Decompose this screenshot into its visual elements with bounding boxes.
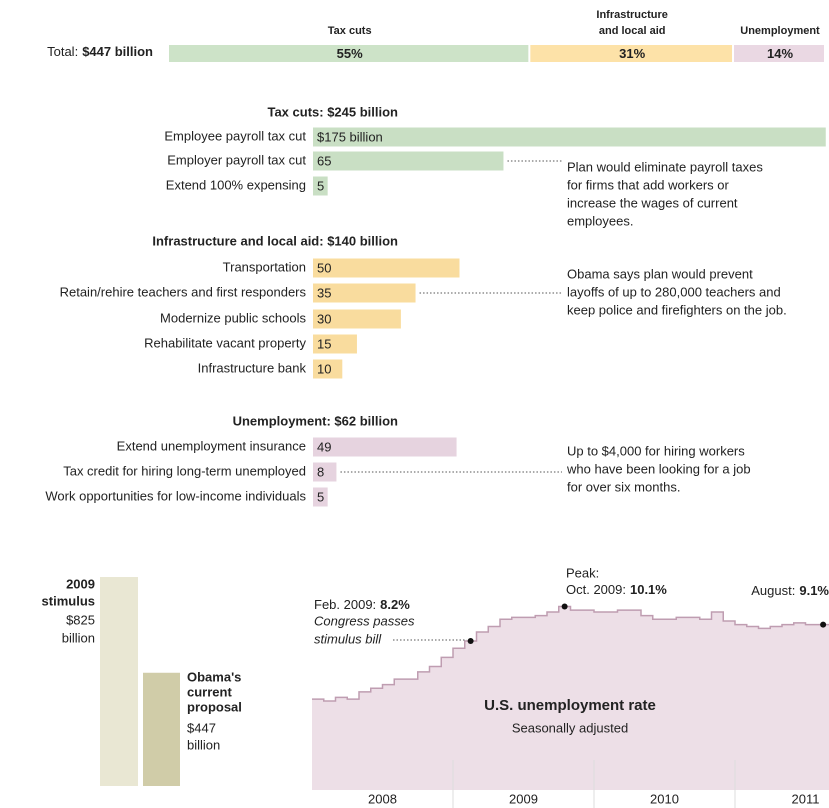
group-title: Infrastructure and local aid: $140 billi… (152, 233, 398, 248)
note: for firms that add workers or (567, 177, 729, 192)
bar-category: Extend unemployment insurance (117, 438, 306, 453)
column-value: billion (187, 737, 220, 752)
annotation-value: 8.2% (380, 597, 410, 612)
marker (561, 603, 568, 610)
segment-category: Tax cuts (328, 25, 372, 37)
line (312, 605, 829, 702)
chart-title: U.S. unemployment rate (484, 697, 656, 714)
note: employees. (567, 213, 633, 228)
note: Up to $4,000 for hiring workers (567, 443, 745, 458)
column-value: billion (62, 630, 95, 645)
bar-value: 50 (317, 260, 331, 275)
chart-subtitle: Seasonally adjusted (512, 720, 628, 735)
annotation: August: 9.1% (751, 583, 829, 598)
annotation-value: 9.1% (799, 583, 829, 598)
bar-value: 30 (317, 311, 331, 326)
bar-value: $175 billion (317, 129, 383, 144)
annotation-label: Oct. 2009: (566, 582, 626, 597)
column-label: Obama's (187, 669, 241, 684)
annotation-note: Congress passes (314, 613, 415, 628)
bar (313, 359, 343, 379)
bar (313, 462, 337, 482)
note: who have been looking for a job (566, 461, 751, 476)
bar (313, 437, 457, 457)
marker (820, 621, 827, 628)
annotation-note: stimulus bill (314, 631, 382, 646)
segment-label: 55% (337, 46, 363, 61)
group-title: Tax cuts: $245 billion (267, 104, 398, 119)
x-tick-label: 2008 (368, 791, 397, 806)
total-label: Total: $447 billion (47, 44, 153, 59)
segment (169, 45, 529, 62)
segment-label: 14% (767, 46, 793, 61)
bar-value: 5 (317, 489, 324, 504)
column-label: 2009 (66, 576, 95, 591)
segment-category: Unemployment (740, 25, 820, 37)
note: keep police and firefighters on the job. (567, 302, 787, 317)
bar-value: 8 (317, 464, 324, 479)
bar-value: 15 (317, 336, 331, 351)
bar-value: 65 (317, 153, 331, 168)
note: Plan would eliminate payroll taxes (567, 159, 763, 174)
segment-category: Infrastructure (596, 9, 668, 21)
annotation: Oct. 2009: 10.1% (566, 582, 667, 597)
column-label: stimulus (42, 593, 95, 608)
bar-category: Employer payroll tax cut (167, 152, 306, 167)
group-title: Unemployment: $62 billion (233, 413, 398, 428)
segment-label: 31% (619, 46, 645, 61)
annotation-label: August: (751, 583, 795, 598)
bar (313, 283, 416, 303)
bar-value: 49 (317, 439, 331, 454)
x-tick-label: 2009 (509, 791, 538, 806)
bar-category: Tax credit for hiring long-term unemploy… (63, 463, 306, 478)
total-value: $447 billion (82, 44, 153, 59)
column-value: $825 (66, 612, 95, 627)
bar-category: Extend 100% expensing (166, 177, 306, 192)
marker (467, 638, 474, 645)
bar-category: Work opportunities for low-income indivi… (45, 488, 306, 503)
segment (734, 45, 824, 62)
bar-category: Rehabilitate vacant property (144, 335, 306, 350)
bar-value: 5 (317, 178, 324, 193)
bar (313, 151, 504, 171)
annotation-title: Peak: (566, 565, 599, 580)
note: layoffs of up to 280,000 teachers and (567, 284, 781, 299)
bar (313, 334, 357, 354)
annotation-label: Feb. 2009: (314, 597, 376, 612)
column (100, 577, 138, 786)
column-label: current (187, 684, 232, 699)
column-label: proposal (187, 699, 242, 714)
bar-value: 35 (317, 285, 331, 300)
bar (313, 258, 460, 278)
note: increase the wages of current (567, 195, 738, 210)
bar (313, 176, 328, 196)
annotation-value: 10.1% (630, 582, 667, 597)
note: for over six months. (567, 479, 680, 494)
bar (313, 127, 826, 147)
note: Obama says plan would prevent (567, 266, 753, 281)
bar (313, 309, 401, 329)
bar-category: Infrastructure bank (198, 360, 307, 375)
x-tick-label: 2011 (792, 791, 820, 806)
segment (530, 45, 733, 62)
bar-category: Retain/rehire teachers and first respond… (60, 284, 307, 299)
segment-category: and local aid (599, 25, 666, 37)
total-word: Total: (47, 44, 78, 59)
bar-category: Modernize public schools (160, 310, 306, 325)
area (312, 606, 829, 790)
column (143, 672, 180, 786)
x-tick-label: 2010 (650, 791, 679, 806)
bar-category: Employee payroll tax cut (164, 128, 306, 143)
bar-value: 10 (317, 361, 331, 376)
bar-category: Transportation (223, 259, 306, 274)
column-value: $447 (187, 720, 216, 735)
bar (313, 487, 328, 507)
annotation: Feb. 2009: 8.2% (314, 597, 410, 612)
